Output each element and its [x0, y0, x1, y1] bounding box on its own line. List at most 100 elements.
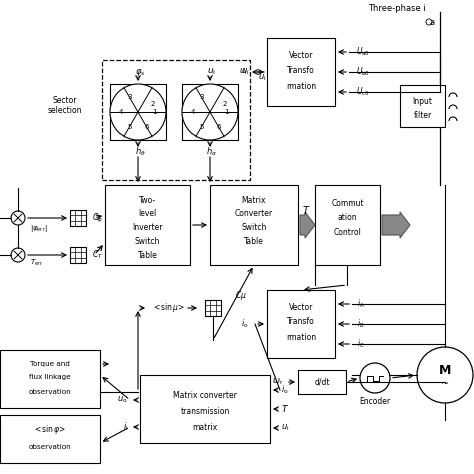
Text: Inverter: Inverter — [132, 222, 163, 231]
Bar — [298, 370, 346, 394]
Text: 6: 6 — [216, 124, 221, 129]
Text: $<\!\sin\varphi\!>$: $<\!\sin\varphi\!>$ — [34, 423, 66, 437]
Circle shape — [426, 19, 432, 25]
Bar — [102, 60, 250, 180]
Text: $\mathbf{\mathit{u}}_\mathrm{i}$: $\mathbf{\mathit{u}}_\mathrm{i}$ — [208, 67, 217, 77]
Text: Matrix: Matrix — [242, 195, 266, 204]
Text: Sector: Sector — [53, 95, 77, 104]
Bar — [400, 85, 445, 127]
Text: $i_\mathrm{A}$: $i_\mathrm{A}$ — [357, 298, 365, 310]
Text: 3: 3 — [128, 94, 132, 100]
Bar — [105, 185, 190, 265]
Bar — [0, 415, 100, 463]
Text: $U_\mathrm{b0}$: $U_\mathrm{b0}$ — [356, 66, 370, 78]
Text: 1: 1 — [153, 109, 157, 115]
Text: 6: 6 — [144, 124, 149, 129]
Text: matrix: matrix — [192, 422, 218, 431]
Text: 4: 4 — [119, 109, 123, 115]
FancyArrow shape — [382, 212, 410, 238]
Text: $\omega_\mathrm{r}$: $\omega_\mathrm{r}$ — [272, 377, 283, 387]
Text: $C_T$: $C_T$ — [92, 249, 103, 261]
Text: a: a — [430, 18, 435, 27]
Bar — [205, 300, 221, 316]
Bar — [210, 185, 298, 265]
Circle shape — [360, 363, 390, 393]
Text: observation: observation — [29, 444, 71, 450]
Text: Control: Control — [334, 228, 362, 237]
Bar — [0, 350, 100, 408]
Text: $U_\mathrm{a0}$: $U_\mathrm{a0}$ — [356, 46, 370, 58]
Text: $U_\mathrm{c0}$: $U_\mathrm{c0}$ — [356, 86, 370, 98]
Circle shape — [11, 248, 25, 262]
Circle shape — [110, 84, 166, 140]
Text: rmation: rmation — [286, 82, 316, 91]
Text: $C_\varphi$: $C_\varphi$ — [92, 211, 103, 225]
Text: $\mathbf{\mathit{i}}_\mathrm{o}$: $\mathbf{\mathit{i}}_\mathrm{o}$ — [241, 318, 249, 330]
Text: Table: Table — [244, 237, 264, 246]
Bar — [70, 210, 86, 226]
Text: $T_\mathrm{err}$: $T_\mathrm{err}$ — [30, 258, 44, 268]
Text: filter: filter — [413, 110, 432, 119]
Bar — [110, 84, 166, 140]
Text: Encoder: Encoder — [359, 396, 391, 405]
Text: transmission: transmission — [180, 407, 230, 416]
Text: M: M — [439, 364, 451, 376]
Bar — [182, 84, 238, 140]
Text: $\mathbf{\mathit{u}}_\mathrm{i}$: $\mathbf{\mathit{u}}_\mathrm{i}$ — [281, 423, 289, 433]
Text: Transfo: Transfo — [287, 65, 315, 74]
Text: Vector: Vector — [289, 302, 313, 311]
Text: level: level — [138, 209, 156, 218]
Text: Commut: Commut — [331, 199, 364, 208]
Text: ~: ~ — [441, 379, 449, 389]
Text: $i_\mathrm{B}$: $i_\mathrm{B}$ — [357, 318, 365, 330]
Text: Switch: Switch — [135, 237, 160, 246]
Text: rmation: rmation — [286, 334, 316, 343]
Bar — [315, 185, 380, 265]
Text: $<\!\sin\mu\!>$: $<\!\sin\mu\!>$ — [152, 301, 185, 315]
Text: Converter: Converter — [235, 209, 273, 218]
Text: $|\varphi_\mathrm{err}|$: $|\varphi_\mathrm{err}|$ — [30, 222, 48, 234]
Text: Switch: Switch — [241, 222, 267, 231]
Text: observation: observation — [29, 389, 71, 395]
Circle shape — [417, 347, 473, 403]
Text: d/dt: d/dt — [314, 377, 330, 386]
Bar — [267, 38, 335, 106]
Bar — [140, 375, 270, 443]
Text: 4: 4 — [191, 109, 195, 115]
Text: $\mathbf{\mathit{u}}_\mathrm{i}$: $\mathbf{\mathit{u}}_\mathrm{i}$ — [238, 67, 247, 77]
Text: $\mathbf{\mathit{u}}_\mathrm{o}$: $\mathbf{\mathit{u}}_\mathrm{o}$ — [117, 395, 128, 405]
Text: Three-phase i: Three-phase i — [368, 3, 426, 12]
FancyArrow shape — [300, 212, 315, 238]
Bar — [70, 247, 86, 263]
Text: Two-: Two- — [139, 195, 156, 204]
Text: Vector: Vector — [289, 51, 313, 60]
Text: $\mathbf{\mathit{u}}_\mathrm{i}$: $\mathbf{\mathit{u}}_\mathrm{i}$ — [258, 73, 266, 83]
Text: 2: 2 — [222, 100, 227, 107]
Text: Input: Input — [412, 97, 432, 106]
Bar — [267, 290, 335, 358]
Text: 3: 3 — [200, 94, 204, 100]
Circle shape — [182, 84, 238, 140]
Text: 2: 2 — [150, 100, 155, 107]
Text: $\mathbf{\mathit{T}}$: $\mathbf{\mathit{T}}$ — [281, 403, 289, 414]
Text: Torque and: Torque and — [30, 361, 70, 367]
Text: $i_\mathrm{C}$: $i_\mathrm{C}$ — [357, 338, 365, 350]
Text: $C\mu$: $C\mu$ — [235, 290, 247, 302]
Text: ation: ation — [337, 212, 357, 221]
Text: 5: 5 — [128, 124, 132, 129]
Text: Table: Table — [137, 250, 157, 259]
Text: flux linkage: flux linkage — [29, 374, 71, 380]
Text: $\varphi_\mathrm{s}$: $\varphi_\mathrm{s}$ — [135, 66, 145, 78]
Text: Transfo: Transfo — [287, 318, 315, 327]
Text: 5: 5 — [200, 124, 204, 129]
Text: Matrix converter: Matrix converter — [173, 391, 237, 400]
Text: $h_\theta$: $h_\theta$ — [135, 146, 146, 158]
Text: 1: 1 — [225, 109, 229, 115]
Text: $\mathbf{\mathit{T}}$: $\mathbf{\mathit{T}}$ — [302, 204, 310, 216]
Text: selection: selection — [48, 106, 82, 115]
Text: $\mathbf{\mathit{i}}_\mathrm{o}$: $\mathbf{\mathit{i}}_\mathrm{o}$ — [281, 384, 289, 396]
Text: $\mathbf{\mathit{u}}_\mathrm{i}$: $\mathbf{\mathit{u}}_\mathrm{i}$ — [240, 67, 249, 77]
Text: $h_\alpha$: $h_\alpha$ — [207, 146, 218, 158]
Circle shape — [11, 211, 25, 225]
Text: $\mathbf{\mathit{i}}_\mathrm{i}$: $\mathbf{\mathit{i}}_\mathrm{i}$ — [122, 421, 128, 433]
